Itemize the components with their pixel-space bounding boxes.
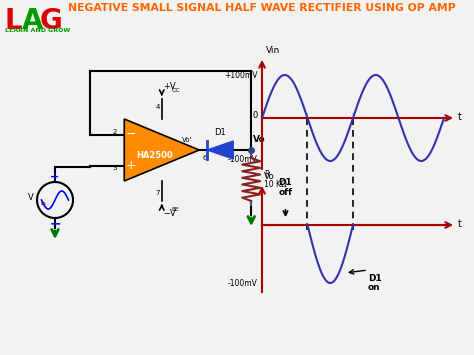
Text: D1: D1 (368, 274, 382, 283)
Text: t: t (458, 112, 462, 122)
Text: R
10 KΩ: R 10 KΩ (264, 170, 287, 189)
Polygon shape (124, 119, 199, 181)
Text: 6: 6 (202, 155, 207, 161)
Text: −: − (49, 216, 61, 230)
Text: +: + (126, 159, 137, 172)
Text: off: off (278, 188, 292, 197)
Text: L: L (5, 7, 23, 35)
Text: 7: 7 (155, 190, 160, 196)
Text: on: on (368, 283, 381, 292)
Text: in: in (40, 201, 46, 206)
Text: Vo: Vo (264, 172, 275, 181)
Text: +100mV: +100mV (225, 71, 258, 80)
Text: Vo: Vo (253, 135, 266, 144)
Text: Vo': Vo' (182, 137, 192, 143)
Text: D1: D1 (214, 128, 226, 137)
Text: EE: EE (172, 207, 180, 212)
Text: NEGATIVE SMALL SIGNAL HALF WAVE RECTIFIER USING OP AMP: NEGATIVE SMALL SIGNAL HALF WAVE RECTIFIE… (68, 3, 456, 13)
Text: +: + (50, 172, 60, 182)
Text: 2: 2 (112, 130, 117, 136)
Text: 4: 4 (155, 104, 160, 110)
Text: G: G (40, 7, 63, 35)
Text: Vin: Vin (266, 46, 280, 55)
Polygon shape (207, 141, 233, 159)
Text: V: V (28, 192, 34, 202)
Text: −: − (126, 128, 137, 141)
Text: A: A (22, 7, 44, 35)
Text: D1: D1 (279, 178, 292, 187)
Text: HA2500: HA2500 (136, 151, 173, 159)
Text: +V: +V (163, 82, 175, 91)
Text: -100mV: -100mV (228, 155, 258, 164)
Text: -100mV: -100mV (228, 279, 258, 288)
Text: 0: 0 (253, 110, 258, 120)
Text: CC: CC (172, 88, 181, 93)
Text: 3: 3 (112, 164, 117, 170)
Text: t: t (458, 219, 462, 229)
Text: −V: −V (163, 209, 175, 218)
Text: LEARN AND GROW: LEARN AND GROW (5, 28, 70, 33)
